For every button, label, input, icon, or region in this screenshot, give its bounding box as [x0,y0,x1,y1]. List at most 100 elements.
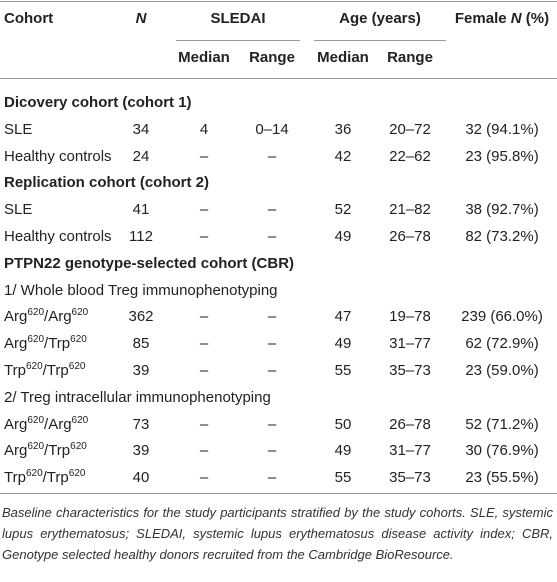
superscript: 620 [27,441,45,453]
cell: 23 (95.8%) [465,147,539,165]
superscript: 620 [25,361,43,372]
cell: 38 (92.7%) [465,201,539,219]
footnote: Baseline characteristics for the study p… [2,505,553,562]
italic-part: N [135,10,147,27]
cell: 47 [334,308,352,326]
text-part: Arg [4,308,28,326]
cell: 49 [334,442,352,460]
cell: 73 [132,415,150,433]
text-part: Trp [4,362,26,379]
text-part: Age (years) [339,10,421,27]
cell: 0–14 [255,120,289,138]
text-part: Arg [4,415,28,433]
superscript: 620 [68,361,86,372]
cell: 31–77 [389,442,431,460]
cell: 35–73 [389,362,431,379]
text-part: Arg [4,442,28,460]
row-label: Arg620/Trp620 [4,442,87,460]
bottom-rule [0,493,557,494]
cell: 52 (71.2%) [465,415,539,433]
row-label: Arg620/Trp620 [4,335,87,353]
cell: 39 [132,442,150,460]
top-rule [0,1,557,2]
cell: 4 [199,120,209,138]
cell: – [199,228,209,245]
column-header: Age (years) [339,10,421,28]
column-header: Female N (%) [455,10,549,28]
sub-header: Range [387,49,433,66]
row-label: Healthy controls [4,148,112,166]
cell: 239 (66.0%) [461,308,543,326]
cell: – [199,469,209,487]
cell: 26–78 [389,228,431,245]
text-part: SLEDAI [210,10,266,27]
column-header: N [136,10,147,28]
cell: 85 [132,335,150,353]
text-part: Healthy controls [4,228,112,245]
row-label: Trp620/Trp620 [4,469,85,487]
cell: 23 (59.0%) [465,362,539,379]
row-label: Arg620/Arg620 [4,308,88,326]
cell: – [199,147,209,165]
cell: 22–62 [389,147,431,165]
text-part: /Trp [44,442,71,460]
text-part: /Trp [42,469,69,487]
superscript: 620 [71,307,89,319]
text-part: Cohort [4,10,54,27]
cell: 19–78 [389,308,431,326]
superscript: 620 [70,441,87,453]
cell: – [267,308,277,326]
cell: 26–78 [389,415,431,433]
row-label: SLE [4,201,32,219]
text-part: Female [454,10,511,27]
cell: 42 [334,147,352,165]
cell: 34 [132,120,150,138]
subsection-title: 1/ Whole blood Treg immunophenotyping [4,281,278,299]
cell: 32 (94.1%) [465,120,539,138]
cell: – [267,335,277,353]
cell: 82 (73.2%) [465,228,539,245]
superscript: 620 [71,414,89,426]
subsection-title: 2/ Treg intracellular immunophenotyping [4,388,271,406]
section-title: PTPN22 genotype-selected cohort (CBR) [4,254,295,272]
text-part: /Arg [44,415,72,433]
cell: – [199,415,209,433]
cell: – [199,308,209,326]
text-part: (%) [521,10,550,27]
cell: – [199,335,209,353]
row-label: Arg620/Arg620 [4,414,89,434]
sub-header: Median [317,49,369,66]
row-label: Trp620/Trp620 [4,362,85,380]
cell: – [267,442,277,460]
section-title: Replication cohort (cohort 2) [4,174,210,192]
cell: 39 [132,362,150,379]
text-part: Trp [4,469,26,487]
cell: – [267,228,277,245]
column-header: SLEDAI [210,10,265,28]
italic-part: N [510,10,522,27]
cell: 23 (55.5%) [465,469,539,487]
superscript: 620 [25,468,43,480]
cell: – [199,362,209,379]
superscript: 620 [27,307,45,319]
cell: – [267,469,277,487]
text-part: /Arg [44,308,72,326]
cell: – [267,201,277,219]
superscript: 620 [70,334,87,346]
cell: 55 [334,362,352,379]
text-part: SLE [4,120,33,138]
text-part: /Trp [42,362,69,379]
cell: 50 [334,415,352,433]
cell: 112 [129,228,153,245]
cell: 49 [334,335,352,353]
sub-header: Range [249,49,295,66]
cell: – [267,362,277,379]
text-part: Healthy controls [4,147,112,165]
cell: 62 (72.9%) [465,335,539,353]
superscript: 620 [27,334,45,346]
cell: 40 [132,469,150,487]
cell: 362 [128,308,154,326]
cell: 36 [334,120,352,138]
cell: 20–72 [389,120,431,138]
